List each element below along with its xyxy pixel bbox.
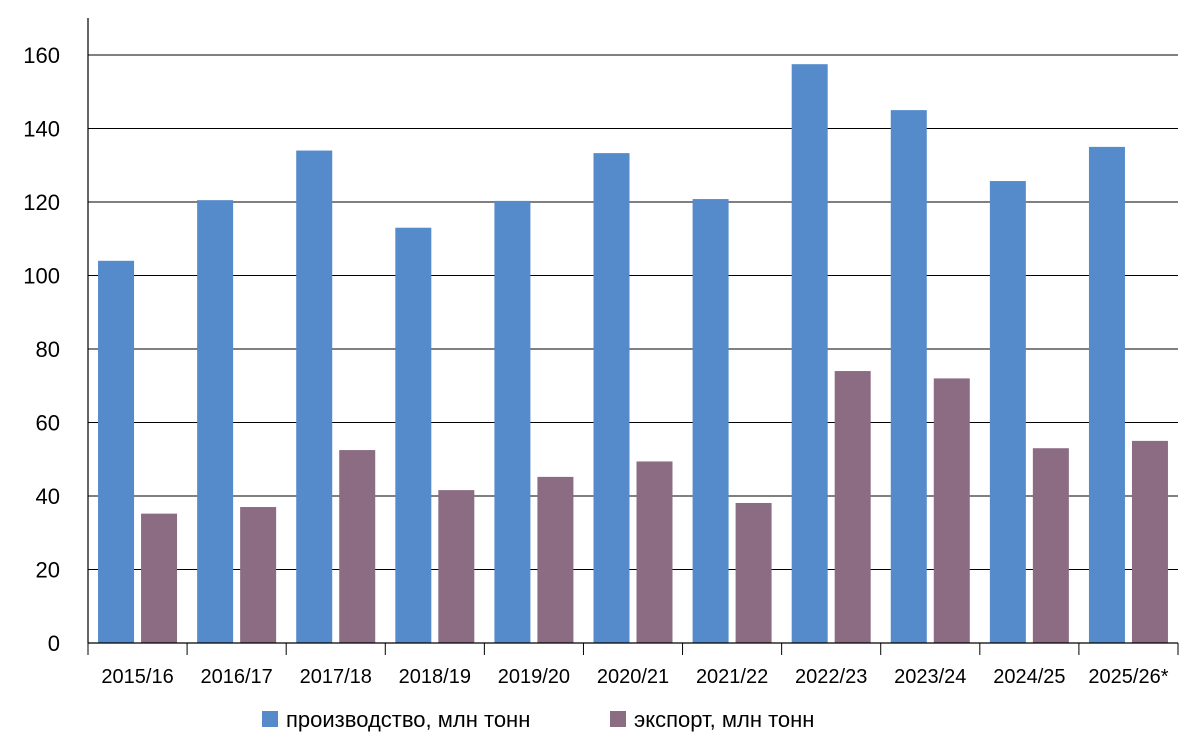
legend-swatch-production	[262, 711, 278, 727]
x-tick-label: 2023/24	[894, 666, 966, 688]
y-tick-label: 80	[36, 337, 60, 362]
bar-export	[636, 461, 673, 643]
gridlines	[88, 54, 1178, 570]
bar-export	[438, 490, 475, 643]
y-tick-label: 100	[23, 264, 60, 289]
bar-production	[791, 64, 828, 643]
bar-production	[197, 200, 234, 643]
x-tick-label: 2016/17	[200, 666, 272, 688]
bar-export	[735, 502, 772, 643]
bar-export	[339, 450, 376, 643]
legend-label-export: экспорт, млн тонн	[634, 707, 814, 732]
x-tick-label: 2017/18	[300, 666, 372, 688]
x-tick-label: 2018/19	[399, 666, 471, 688]
x-tick-label: 2015/16	[101, 666, 173, 688]
y-tick-label: 120	[23, 190, 60, 215]
bar-production	[494, 200, 531, 643]
bar-export	[537, 476, 574, 643]
bars	[98, 64, 1168, 644]
x-tick-label: 2024/25	[993, 666, 1065, 688]
bar-export	[1131, 440, 1168, 643]
bar-export	[834, 371, 871, 643]
x-tick-label: 2021/22	[696, 666, 768, 688]
bar-production	[296, 150, 333, 644]
y-tick-label: 60	[36, 411, 60, 436]
bar-production	[692, 199, 729, 643]
x-tick-label: 2019/20	[498, 666, 570, 688]
x-tick-label: 2025/26*	[1088, 666, 1168, 688]
y-tick-label: 140	[23, 117, 60, 142]
x-tick-label: 2022/23	[795, 666, 867, 688]
bar-production	[395, 227, 432, 643]
y-tick-label: 160	[23, 43, 60, 68]
x-tick-label: 2020/21	[597, 666, 669, 688]
y-tick-label: 0	[48, 631, 60, 656]
bar-production	[593, 153, 630, 643]
bar-export	[240, 507, 277, 643]
bar-export	[141, 513, 178, 643]
bar-production	[1088, 146, 1125, 643]
bar-production	[98, 260, 135, 643]
legend-swatch-export	[610, 711, 626, 727]
y-tick-label: 40	[36, 484, 60, 509]
axes: 0 20 40 60 80 100 120 140 160 2015/16 2016/17 2017/…	[23, 18, 1179, 688]
bar-export	[933, 378, 970, 643]
legend: производство, млн тонн экспорт, млн тонн	[262, 707, 814, 732]
legend-label-production: производство, млн тонн	[286, 707, 530, 732]
bar-production	[890, 110, 927, 643]
bar-production	[989, 181, 1026, 644]
bar-export	[1032, 448, 1069, 643]
y-tick-label: 20	[36, 558, 60, 583]
